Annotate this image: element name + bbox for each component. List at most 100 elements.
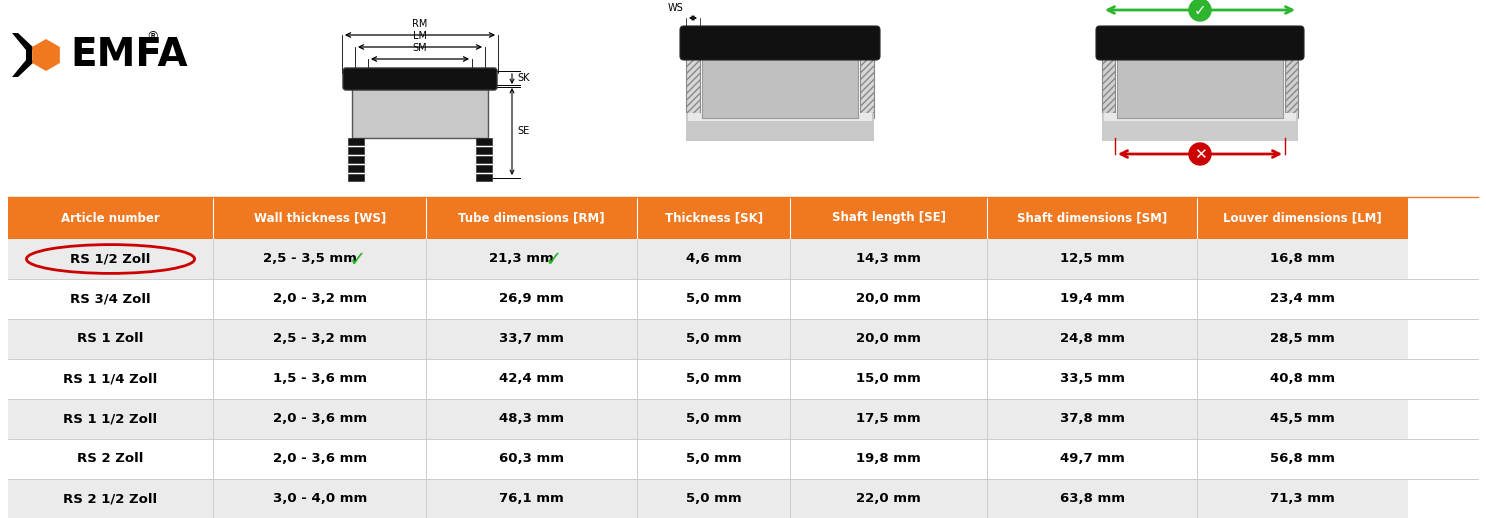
Text: Wall thickness [WS]: Wall thickness [WS] (254, 211, 386, 224)
Text: 26,9 mm: 26,9 mm (499, 293, 565, 306)
Text: SK: SK (517, 73, 529, 83)
Bar (1285, 43, 1297, 118)
Bar (1198, 359, 1409, 399)
Bar (1198, 399, 1409, 439)
Bar (348, 138, 364, 145)
Bar (212, 239, 426, 279)
Bar (426, 239, 637, 279)
Bar (987, 399, 1198, 439)
Bar (7, 239, 212, 279)
FancyBboxPatch shape (1097, 26, 1305, 60)
Bar (687, 43, 700, 118)
Text: Tube dimensions [RM]: Tube dimensions [RM] (458, 211, 605, 224)
Bar (1198, 239, 1409, 279)
Text: ✕: ✕ (1193, 148, 1207, 163)
Text: 76,1 mm: 76,1 mm (499, 493, 565, 506)
Text: 5,0 mm: 5,0 mm (685, 293, 742, 306)
Bar (212, 439, 426, 479)
Bar (987, 439, 1198, 479)
Text: WS: WS (667, 3, 684, 13)
Bar (987, 359, 1198, 399)
Bar (791, 439, 987, 479)
Bar (791, 319, 987, 359)
Text: 21,3 mm: 21,3 mm (489, 252, 554, 266)
Text: 5,0 mm: 5,0 mm (685, 453, 742, 466)
Bar (1117, 50, 1282, 118)
Bar (476, 156, 492, 163)
Text: Shaft length [SE]: Shaft length [SE] (832, 211, 945, 224)
Bar (987, 239, 1198, 279)
Text: 19,8 mm: 19,8 mm (856, 453, 921, 466)
Text: 5,0 mm: 5,0 mm (685, 333, 742, 346)
Bar (1198, 479, 1409, 518)
Text: 2,0 - 3,6 mm: 2,0 - 3,6 mm (272, 453, 367, 466)
Bar (860, 43, 874, 118)
Text: 37,8 mm: 37,8 mm (1060, 412, 1125, 425)
Text: 23,4 mm: 23,4 mm (1271, 293, 1334, 306)
Text: 19,4 mm: 19,4 mm (1060, 293, 1125, 306)
Text: 15,0 mm: 15,0 mm (856, 372, 921, 385)
Bar (348, 165, 364, 172)
Bar (791, 399, 987, 439)
Bar (1198, 279, 1409, 319)
Bar (1198, 197, 1409, 239)
Bar (637, 279, 791, 319)
Text: EMFA: EMFA (70, 36, 187, 74)
Bar (348, 156, 364, 163)
Bar (791, 479, 987, 518)
Text: 33,5 mm: 33,5 mm (1060, 372, 1125, 385)
Circle shape (1189, 143, 1211, 165)
Text: RS 3/4 Zoll: RS 3/4 Zoll (70, 293, 152, 306)
Bar (212, 197, 426, 239)
Bar (1103, 113, 1297, 141)
Text: 56,8 mm: 56,8 mm (1271, 453, 1334, 466)
Text: 60,3 mm: 60,3 mm (499, 453, 565, 466)
Circle shape (1189, 0, 1211, 21)
Text: 5,0 mm: 5,0 mm (685, 372, 742, 385)
Bar (7, 197, 212, 239)
Bar (791, 239, 987, 279)
Text: ✓: ✓ (349, 250, 367, 270)
FancyBboxPatch shape (681, 26, 880, 60)
Text: 4,6 mm: 4,6 mm (685, 252, 742, 266)
Bar (212, 479, 426, 518)
Bar (701, 50, 857, 118)
Text: SM: SM (413, 43, 428, 53)
Bar (476, 174, 492, 181)
Polygon shape (33, 39, 59, 71)
Text: 33,7 mm: 33,7 mm (499, 333, 565, 346)
Text: 2,5 - 3,5 mm: 2,5 - 3,5 mm (263, 252, 357, 266)
Text: 2,5 - 3,2 mm: 2,5 - 3,2 mm (273, 333, 367, 346)
Text: 24,8 mm: 24,8 mm (1060, 333, 1125, 346)
Bar (7, 359, 212, 399)
Bar (426, 359, 637, 399)
Bar (637, 399, 791, 439)
Text: 3,0 - 4,0 mm: 3,0 - 4,0 mm (272, 493, 367, 506)
Bar (637, 197, 791, 239)
Bar (637, 239, 791, 279)
Text: LM: LM (413, 31, 426, 41)
Bar (348, 147, 364, 154)
Text: RS 1 Zoll: RS 1 Zoll (77, 333, 144, 346)
Text: RS 1/2 Zoll: RS 1/2 Zoll (70, 252, 150, 266)
Text: ®: ® (146, 31, 159, 44)
Bar (1103, 43, 1114, 118)
Bar (987, 479, 1198, 518)
Text: 22,0 mm: 22,0 mm (856, 493, 921, 506)
Bar (637, 479, 791, 518)
Text: Louver dimensions [LM]: Louver dimensions [LM] (1223, 211, 1382, 224)
Bar (352, 83, 487, 138)
Bar (476, 165, 492, 172)
Bar (7, 319, 212, 359)
Bar (426, 479, 637, 518)
Bar (987, 319, 1198, 359)
Bar (212, 399, 426, 439)
Text: 17,5 mm: 17,5 mm (856, 412, 921, 425)
Bar (426, 197, 637, 239)
Text: SE: SE (517, 126, 529, 137)
Bar (476, 147, 492, 154)
Bar (7, 479, 212, 518)
Bar (426, 399, 637, 439)
Bar (426, 319, 637, 359)
Bar (687, 113, 874, 141)
